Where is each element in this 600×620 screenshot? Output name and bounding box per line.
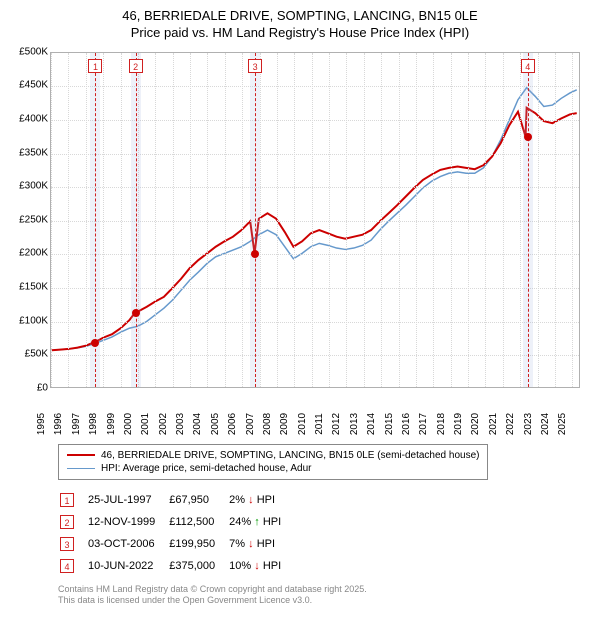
gridline-v — [399, 53, 400, 387]
arrow-down-icon — [245, 538, 257, 550]
arrow-down-icon — [245, 494, 257, 506]
sale-dot — [524, 133, 532, 141]
gridline-v — [86, 53, 87, 387]
sale-row: 1 25-JUL-1997£67,9502%HPI — [60, 490, 293, 510]
gridline-v — [103, 53, 104, 387]
legend: 46, BERRIEDALE DRIVE, SOMPTING, LANCING,… — [58, 444, 488, 480]
sale-price: £112,500 — [169, 512, 227, 532]
gridline-v — [173, 53, 174, 387]
plot-region: 1 2 3 4 — [50, 52, 580, 388]
sale-marker-line — [136, 53, 137, 387]
gridline-v — [121, 53, 122, 387]
sale-date: 10-JUN-2022 — [88, 556, 167, 576]
legend-label-hpi: HPI: Average price, semi-detached house,… — [101, 463, 312, 474]
sale-delta: 10%HPI — [229, 556, 293, 576]
y-axis-label: £150K — [4, 281, 48, 292]
gridline-v — [225, 53, 226, 387]
gridline-v — [451, 53, 452, 387]
gridline-v — [520, 53, 521, 387]
gridline-v — [277, 53, 278, 387]
sale-number: 1 — [60, 493, 74, 507]
sale-price: £375,000 — [169, 556, 227, 576]
footer-line2: This data is licensed under the Open Gov… — [58, 595, 590, 607]
y-axis-label: £400K — [4, 113, 48, 124]
sale-price: £67,950 — [169, 490, 227, 510]
gridline-v — [468, 53, 469, 387]
sale-date: 12-NOV-1999 — [88, 512, 167, 532]
chart-area: 1234 £0£50K£100K£150K£200K£250K£300K£350… — [10, 48, 590, 438]
gridline-v — [416, 53, 417, 387]
sale-marker-number: 3 — [248, 59, 262, 73]
gridline-v — [207, 53, 208, 387]
sale-delta: 2%HPI — [229, 490, 293, 510]
gridline-v — [503, 53, 504, 387]
gridline-v — [329, 53, 330, 387]
sale-dot — [251, 250, 259, 258]
footer: Contains HM Land Registry data © Crown c… — [58, 584, 590, 607]
sale-number: 4 — [60, 559, 74, 573]
legend-swatch-property — [67, 454, 95, 456]
gridline-v — [555, 53, 556, 387]
sale-date: 25-JUL-1997 — [88, 490, 167, 510]
y-axis-label: £50K — [4, 349, 48, 360]
gridline-v — [242, 53, 243, 387]
legend-row-property: 46, BERRIEDALE DRIVE, SOMPTING, LANCING,… — [67, 449, 479, 462]
arrow-down-icon — [251, 560, 263, 572]
y-axis-label: £200K — [4, 248, 48, 259]
sale-number: 3 — [60, 537, 74, 551]
title-subtitle: Price paid vs. HM Land Registry's House … — [10, 25, 590, 42]
gridline-v — [433, 53, 434, 387]
sale-delta: 7%HPI — [229, 534, 293, 554]
gridline-v — [346, 53, 347, 387]
y-axis-label: £250K — [4, 214, 48, 225]
sale-marker-number: 2 — [129, 59, 143, 73]
title-address: 46, BERRIEDALE DRIVE, SOMPTING, LANCING,… — [10, 8, 590, 25]
sale-row: 4 10-JUN-2022£375,00010%HPI — [60, 556, 293, 576]
gridline-v — [68, 53, 69, 387]
arrow-up-icon — [251, 516, 263, 528]
y-axis-label: £500K — [4, 46, 48, 57]
x-axis-label: 2025 — [557, 413, 585, 435]
gridline-v — [538, 53, 539, 387]
gridline-v — [155, 53, 156, 387]
gridline-v — [364, 53, 365, 387]
sale-dot — [91, 339, 99, 347]
gridline-v — [294, 53, 295, 387]
sale-marker-line — [95, 53, 96, 387]
title-block: 46, BERRIEDALE DRIVE, SOMPTING, LANCING,… — [10, 8, 590, 42]
sale-date: 03-OCT-2006 — [88, 534, 167, 554]
gridline-v — [381, 53, 382, 387]
legend-row-hpi: HPI: Average price, semi-detached house,… — [67, 462, 479, 475]
sales-table: 1 25-JUL-1997£67,9502%HPI 2 12-NOV-1999£112… — [58, 488, 295, 578]
y-axis-label: £350K — [4, 147, 48, 158]
sale-price: £199,950 — [169, 534, 227, 554]
sale-row: 2 12-NOV-1999£112,50024%HPI — [60, 512, 293, 532]
legend-swatch-hpi — [67, 468, 95, 469]
sale-number: 2 — [60, 515, 74, 529]
sale-dot — [132, 309, 140, 317]
gridline-v — [572, 53, 573, 387]
footer-line1: Contains HM Land Registry data © Crown c… — [58, 584, 590, 596]
sale-row: 3 03-OCT-2006£199,9507%HPI — [60, 534, 293, 554]
gridline-v — [312, 53, 313, 387]
y-axis-label: £300K — [4, 181, 48, 192]
legend-label-property: 46, BERRIEDALE DRIVE, SOMPTING, LANCING,… — [101, 450, 479, 461]
sale-marker-line — [255, 53, 256, 387]
sale-marker-number: 4 — [521, 59, 535, 73]
y-axis-label: £100K — [4, 315, 48, 326]
y-axis-label: £0 — [4, 382, 48, 393]
sale-delta: 24%HPI — [229, 512, 293, 532]
gridline-v — [190, 53, 191, 387]
sale-marker-line — [528, 53, 529, 387]
gridline-v — [51, 53, 52, 387]
y-axis-label: £450K — [4, 80, 48, 91]
chart-container: 46, BERRIEDALE DRIVE, SOMPTING, LANCING,… — [0, 0, 600, 620]
sale-marker-number: 1 — [88, 59, 102, 73]
gridline-v — [485, 53, 486, 387]
